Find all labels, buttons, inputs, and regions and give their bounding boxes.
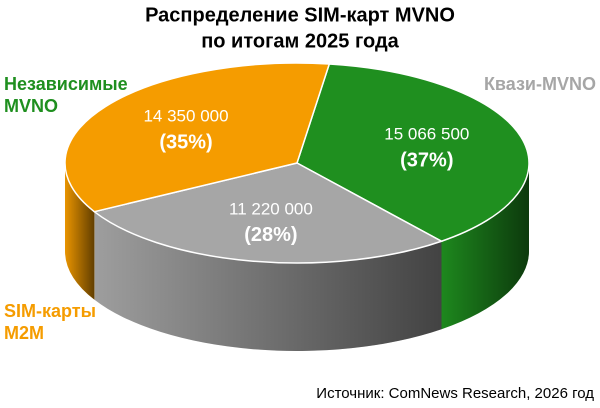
category-label: SIM-карты <box>4 301 96 321</box>
slice <box>92 162 444 264</box>
percent-label: (28%) <box>244 224 297 246</box>
value-label: 11 220 000 <box>229 199 313 218</box>
pie <box>64 62 530 351</box>
slice <box>296 63 530 243</box>
category-label: M2M <box>4 323 44 343</box>
value-label: 14 350 000 <box>143 107 228 126</box>
category-label: MVNO <box>4 96 58 116</box>
source: Источник: ComNews Research, 2026 год <box>316 385 594 402</box>
percent-label: (35%) <box>159 131 212 153</box>
slice <box>64 62 331 213</box>
chart-title: Распределение SIM-карт MVNO <box>145 4 455 26</box>
chart-title: по итогам 2025 года <box>201 30 399 52</box>
side-shade <box>441 163 529 330</box>
value-label: 15 066 500 <box>384 125 469 144</box>
side-shade <box>94 211 442 351</box>
side-shade <box>65 163 95 300</box>
percent-label: (37%) <box>400 149 453 171</box>
category-label: Квази-MVNO <box>484 74 596 94</box>
category-label: Независимые <box>4 74 128 94</box>
